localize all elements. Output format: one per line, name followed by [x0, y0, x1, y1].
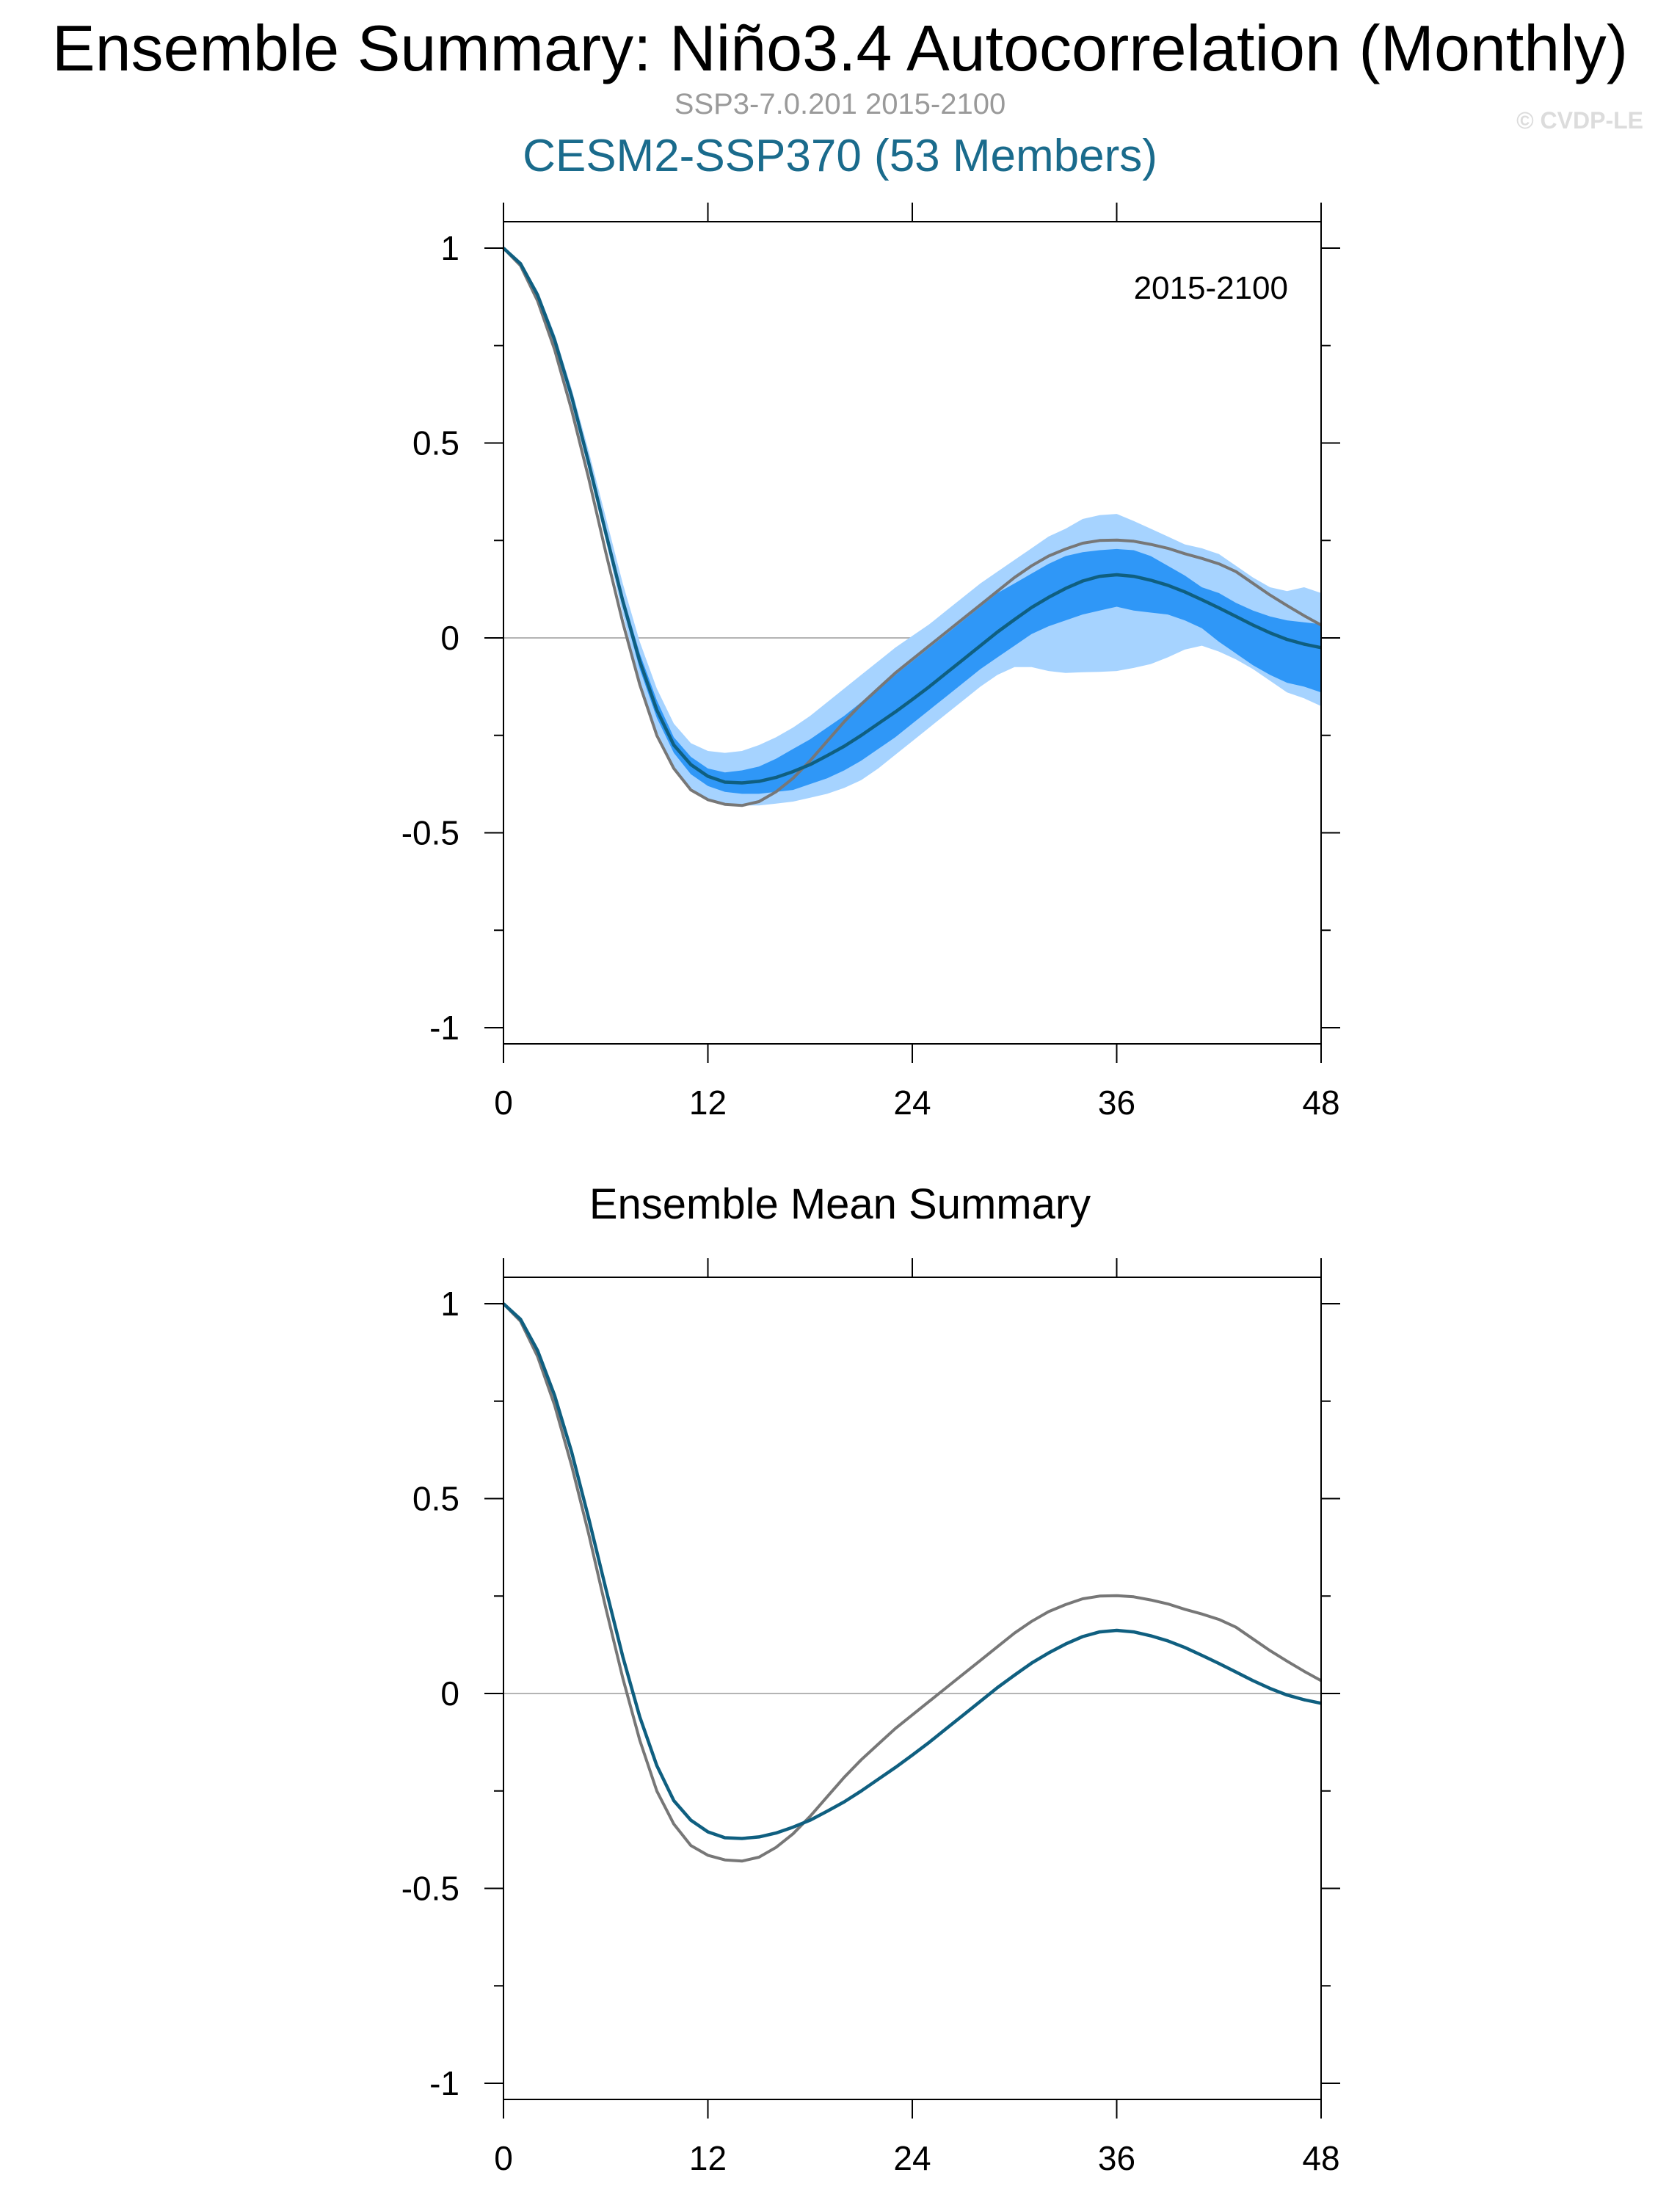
main-title: Ensemble Summary: Niño3.4 Autocorrelatio… — [51, 12, 1629, 84]
panel1-ensemble-mean-line — [502, 247, 1322, 785]
model-title: CESM2-SSP370 (53 Members) — [523, 131, 1157, 181]
panel1-ytick-label: -0.5 — [401, 814, 459, 852]
copyright-watermark: © CVDP-LE — [1516, 107, 1643, 134]
run-subtitle: SSP3-7.0.201 2015-2100 — [674, 88, 1006, 120]
panel2-title: Ensemble Mean Summary — [589, 1180, 1091, 1228]
panel2-xtick-label: 48 — [1302, 2139, 1339, 2177]
panel1-observations-line — [502, 247, 1322, 807]
panel1-ytick-label: 0 — [440, 619, 459, 657]
panel1-ytick-label: -1 — [429, 1009, 459, 1047]
panel1-period-annotation: 2015-2100 — [1134, 270, 1288, 306]
panel2-ytick-label: 1 — [440, 1285, 459, 1323]
panel1-chart: 1 0.5 0 -0.5 -1 0 12 24 36 48 2015-2100 — [401, 203, 1340, 1122]
panel1-outer-band — [503, 248, 1321, 806]
panel2-observations-line — [502, 1302, 1322, 1863]
panel1-xtick-label: 48 — [1302, 1083, 1339, 1122]
panel2-ytick-label: -1 — [429, 2064, 459, 2102]
panel1-inner-band — [503, 248, 1321, 794]
panel2-ytick-label: 0 — [440, 1674, 459, 1713]
panel2-xtick-label: 36 — [1098, 2139, 1135, 2177]
panel2-ytick-label: 0.5 — [412, 1480, 459, 1518]
panel2-xtick-label: 24 — [893, 2139, 931, 2177]
panel1-ytick-label: 1 — [440, 229, 459, 267]
panel1-xtick-label: 24 — [893, 1083, 931, 1122]
panel2-ensemble-mean-line — [502, 1302, 1322, 1840]
panel1-ytick-label: 0.5 — [412, 424, 459, 462]
panel2-chart: 1 0.5 0 -0.5 -1 0 12 24 36 48 — [401, 1258, 1340, 2177]
panel1-xtick-label: 0 — [494, 1083, 513, 1122]
panel2-xtick-label: 0 — [494, 2139, 513, 2177]
panel1-xtick-label: 12 — [689, 1083, 727, 1122]
panel2-ytick-label: -0.5 — [401, 1870, 459, 1908]
panel2-xtick-label: 12 — [689, 2139, 727, 2177]
panel1-xtick-label: 36 — [1098, 1083, 1135, 1122]
